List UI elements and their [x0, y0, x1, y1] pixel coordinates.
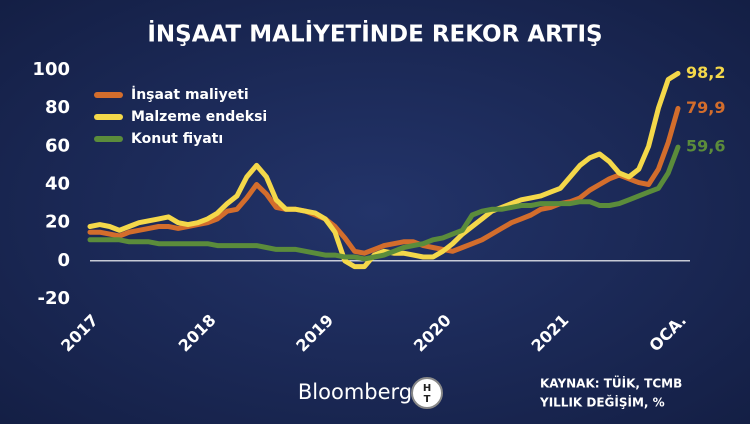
y-tick-label: 20 — [45, 212, 70, 233]
line — [87, 144, 681, 262]
y-tick-label: 40 — [45, 174, 70, 195]
legend-label: Konut fiyatı — [131, 131, 223, 147]
note: YILLIK DEĞİŞİM, % — [539, 395, 665, 410]
data-label: 59,6 — [686, 137, 725, 156]
svg-text:T: T — [424, 394, 431, 405]
brand: Bloomberg — [298, 380, 412, 404]
logo: H T — [411, 377, 443, 409]
y-tick-label: 100 — [32, 59, 70, 80]
data-label: 79,9 — [686, 98, 725, 117]
legend-label: İnşaat maliyeti — [131, 86, 249, 103]
chart-title: İNŞAAT MALİYETİNDE REKOR ARTIŞ — [147, 20, 602, 48]
y-tick-label: 80 — [45, 97, 70, 118]
y-tick-label: 0 — [57, 250, 70, 271]
legend-label: Malzeme endeksi — [131, 109, 267, 125]
data-label: 98,2 — [686, 63, 725, 82]
line — [87, 70, 681, 270]
svg-text:H: H — [423, 383, 431, 394]
source: KAYNAK: TÜİK, TCMB — [540, 376, 682, 391]
y-tick-label: 60 — [45, 135, 70, 156]
y-tick-label: -20 — [37, 288, 70, 309]
